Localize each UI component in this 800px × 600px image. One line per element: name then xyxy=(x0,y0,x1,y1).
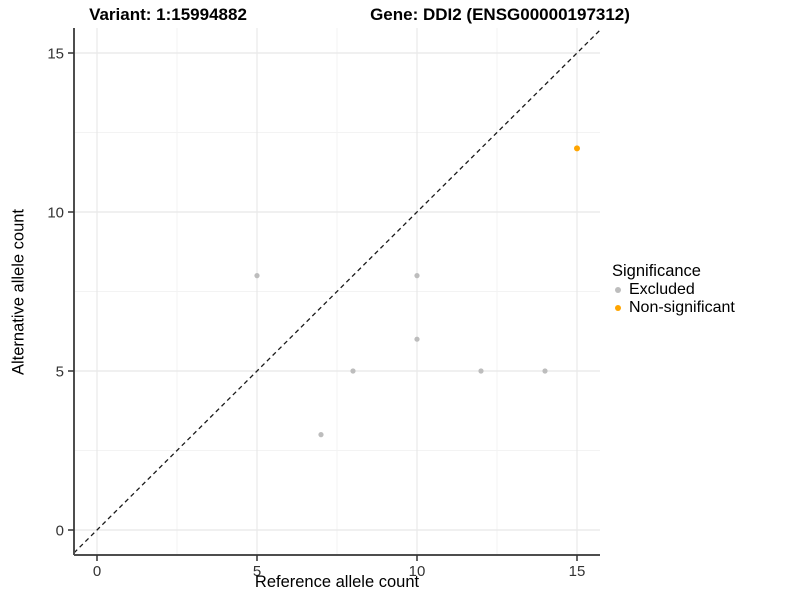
identity-line xyxy=(73,29,601,554)
y-tick-label: 10 xyxy=(47,205,64,222)
data-point xyxy=(254,273,260,279)
data-point xyxy=(318,432,324,438)
legend-row: Non-significant xyxy=(612,299,735,317)
y-tick-label: 15 xyxy=(47,46,64,63)
y-tick-label: 0 xyxy=(56,523,64,540)
data-point xyxy=(574,145,580,152)
y-axis-label: Alternative allele count xyxy=(9,208,28,376)
x-tick-label: 15 xyxy=(569,563,586,580)
variant-title: Variant: 1:15994882 xyxy=(89,5,247,24)
legend-title: Significance xyxy=(612,262,701,280)
x-tick-label: 0 xyxy=(93,563,101,580)
data-point xyxy=(414,336,420,342)
legend-items: Excluded Non-significant xyxy=(612,281,735,317)
x-axis-label: Reference allele count xyxy=(254,573,420,591)
legend: Significance Excluded Non-significant xyxy=(612,262,735,317)
legend-label: Non-significant xyxy=(629,299,735,316)
x-tick-label: 10 xyxy=(409,563,426,580)
legend-label: Excluded xyxy=(629,281,695,298)
data-point xyxy=(542,368,548,374)
data-point xyxy=(478,368,484,374)
data-point xyxy=(350,368,356,374)
legend-swatch-dot xyxy=(615,287,621,293)
legend-row: Excluded xyxy=(612,281,735,299)
legend-swatch-dot xyxy=(615,305,621,311)
gene-title: Gene: DDI2 (ENSG00000197312) xyxy=(370,5,630,24)
x-tick-label: 5 xyxy=(253,563,261,580)
data-point xyxy=(414,273,420,279)
y-tick-label: 5 xyxy=(56,364,64,381)
